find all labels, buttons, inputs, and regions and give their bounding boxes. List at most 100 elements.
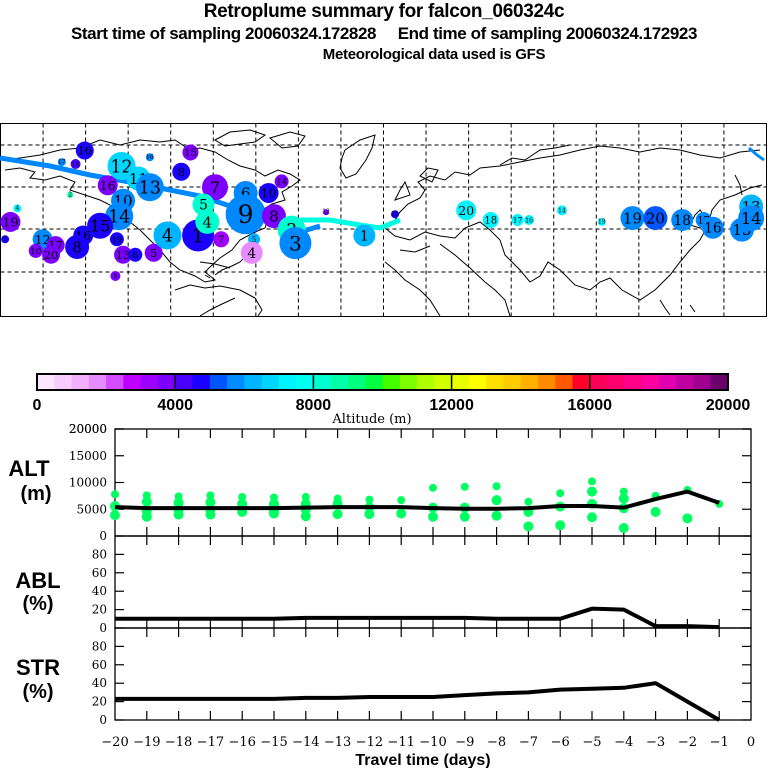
colorbar-swatch bbox=[88, 374, 107, 390]
plume-day-label: 8 bbox=[178, 166, 185, 179]
x-tick-label: −11 bbox=[387, 735, 414, 750]
abl-panel-unit: (%) bbox=[22, 593, 53, 615]
altitude-point bbox=[619, 487, 628, 496]
altitude-point bbox=[365, 495, 374, 504]
altitude-point bbox=[141, 496, 152, 507]
y-tick-label: 20000 bbox=[69, 422, 107, 436]
alt-panel-unit: (m) bbox=[20, 483, 51, 505]
altitude-point bbox=[555, 520, 566, 531]
plume-day-label: 8 bbox=[269, 208, 279, 226]
colorbar-tick-label: 20000 bbox=[706, 397, 751, 414]
plume-marker: 5 bbox=[144, 243, 163, 262]
plume-day-label: 7 bbox=[210, 178, 220, 197]
altitude-point bbox=[173, 497, 184, 508]
plume-day-label: 15 bbox=[90, 217, 111, 236]
plume-marker: 14 bbox=[738, 205, 765, 232]
plume-day-label: 5 bbox=[199, 198, 208, 214]
altitude-point bbox=[111, 490, 119, 499]
plume-marker-circle bbox=[597, 217, 606, 226]
x-tick-label: −3 bbox=[646, 735, 665, 750]
altitude-point bbox=[205, 497, 216, 508]
plume-marker: 7 bbox=[213, 231, 230, 248]
colorbar-swatch bbox=[451, 374, 470, 390]
str-panel-unit: (%) bbox=[22, 681, 53, 703]
colorbar-swatch bbox=[658, 374, 677, 390]
plume-day-label: 8 bbox=[72, 238, 82, 256]
plume-marker: 12 bbox=[322, 209, 330, 216]
x-tick-label: −1 bbox=[710, 735, 729, 750]
y-tick-label: 15000 bbox=[69, 449, 107, 463]
plume-day-label: 12 bbox=[35, 232, 51, 247]
plume-marker: 16 bbox=[70, 159, 81, 170]
plume-marker-circle bbox=[110, 270, 121, 281]
x-tick-label: −20 bbox=[101, 735, 128, 750]
altitude-point bbox=[428, 511, 438, 522]
plume-marker: 4 bbox=[153, 221, 182, 250]
plume-marker-circle bbox=[1, 235, 10, 244]
y-tick-label: 0 bbox=[99, 529, 107, 543]
plume-marker-circle bbox=[42, 245, 61, 264]
colorbar-swatch bbox=[382, 374, 401, 390]
colorbar-swatch bbox=[296, 374, 314, 390]
plume-day-label: 18 bbox=[673, 213, 691, 229]
plume-day-label: 14 bbox=[558, 208, 566, 215]
colorbar-swatch bbox=[313, 374, 332, 390]
colorbar-tick-label: 12000 bbox=[429, 397, 474, 414]
plume-marker: 4 bbox=[13, 204, 22, 213]
altitude-point bbox=[397, 496, 406, 505]
plume-marker-circle bbox=[67, 191, 74, 198]
plume-marker-circle bbox=[511, 214, 524, 226]
plume-day-label: 5 bbox=[150, 247, 157, 260]
plume-marker-circle bbox=[258, 182, 279, 203]
plume-marker-circle bbox=[482, 212, 499, 228]
colorbar-swatch bbox=[572, 374, 591, 390]
plume-day-label: 12 bbox=[322, 209, 330, 216]
y-tick-label: 10000 bbox=[69, 476, 107, 490]
colorbar-swatch bbox=[399, 374, 418, 390]
y-tick-label: 5000 bbox=[76, 502, 107, 516]
plume-day-label: 11 bbox=[391, 211, 399, 218]
colorbar-swatch bbox=[589, 374, 608, 390]
x-tick-label: −18 bbox=[165, 735, 192, 750]
x-tick-label: −9 bbox=[455, 735, 474, 750]
plume-marker-circle bbox=[87, 212, 114, 239]
plume-marker-circle bbox=[738, 205, 765, 232]
altitude-point bbox=[491, 510, 502, 521]
x-tick-label: 0 bbox=[747, 735, 755, 750]
plume-marker-circle bbox=[390, 210, 399, 219]
colorbar-swatch bbox=[71, 374, 90, 390]
plume-marker: 16 bbox=[75, 141, 94, 160]
plume-marker-circle bbox=[128, 247, 143, 262]
altitude-point bbox=[682, 513, 693, 524]
x-tick-label: −6 bbox=[551, 735, 570, 750]
panel-frame bbox=[114, 535, 752, 629]
panel-abl: 0 20 40 60 80 bbox=[92, 535, 752, 635]
colorbar-swatch bbox=[520, 374, 539, 390]
plume-marker-circle bbox=[456, 200, 477, 221]
plume-marker-circle bbox=[671, 209, 694, 231]
plume-marker: 14 bbox=[556, 205, 567, 216]
colorbar-tick-label: 4000 bbox=[157, 397, 193, 414]
colorbar-swatch bbox=[106, 374, 124, 390]
plume-day-label: 19 bbox=[623, 209, 642, 227]
plume-marker: 7 bbox=[201, 174, 228, 201]
plume-marker-circle bbox=[274, 174, 289, 189]
colorbar-swatch bbox=[555, 374, 574, 390]
plume-marker: 8 bbox=[172, 162, 191, 181]
plume-day-label: 7 bbox=[218, 235, 224, 246]
y-tick-label: 20 bbox=[92, 603, 107, 617]
y-tick-label: 60 bbox=[92, 566, 107, 580]
plume-day-label: 1 bbox=[360, 228, 369, 244]
plume-marker-circle bbox=[145, 153, 154, 162]
plume-day-label: 20 bbox=[646, 209, 665, 227]
plume-day-label: 4 bbox=[15, 205, 19, 212]
plume-marker: 6 bbox=[128, 247, 143, 262]
plume-day-label: 15 bbox=[184, 148, 197, 159]
plume-day-label: 16 bbox=[100, 178, 116, 193]
plume-marker-circle bbox=[353, 224, 376, 247]
plume-day-label: 10 bbox=[261, 185, 277, 200]
alt-panel-label: ALT bbox=[8, 456, 50, 481]
plume-marker-circle bbox=[114, 245, 133, 264]
altitude-point bbox=[492, 482, 501, 491]
